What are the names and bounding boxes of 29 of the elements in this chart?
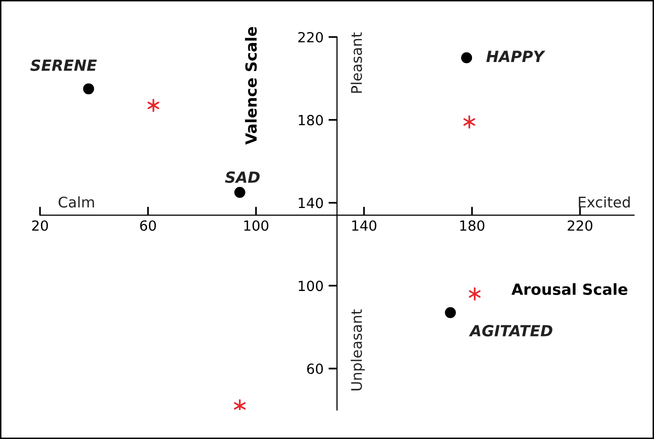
annotation: Calm (58, 196, 94, 208)
x-tick-label: 60 (140, 220, 156, 231)
point (234, 186, 246, 198)
y-tick-label: 60 (307, 364, 323, 374)
y-tick-label: 140 (298, 198, 323, 208)
y-tick-label: 220 (298, 32, 323, 42)
point (83, 83, 94, 94)
annotation: SERENE (30, 59, 97, 72)
x-tick-label: 140 (352, 220, 376, 231)
annotation: Pleasant (350, 32, 362, 93)
y-tick-label: 180 (298, 114, 323, 126)
y-tick-label: 100 (298, 280, 323, 292)
x-tick-label: 220 (568, 220, 592, 231)
y-axis-title: Valence Scale (244, 26, 257, 145)
point (234, 399, 246, 410)
annotation: Excited (578, 196, 630, 208)
annotation: HAPPY (486, 50, 546, 62)
point (468, 287, 481, 301)
annotation: AGITATED (468, 324, 552, 336)
point (461, 52, 472, 64)
annotation: Unpleasant (350, 309, 365, 390)
x-tick-label: 20 (32, 220, 48, 231)
point (444, 307, 456, 318)
annotation: SAD (225, 171, 260, 183)
x-tick-label: 100 (244, 220, 268, 231)
x-tick-label: 180 (460, 220, 484, 231)
x-axis-title: Arousal Scale (511, 283, 628, 296)
point (463, 115, 476, 129)
point (148, 98, 160, 112)
